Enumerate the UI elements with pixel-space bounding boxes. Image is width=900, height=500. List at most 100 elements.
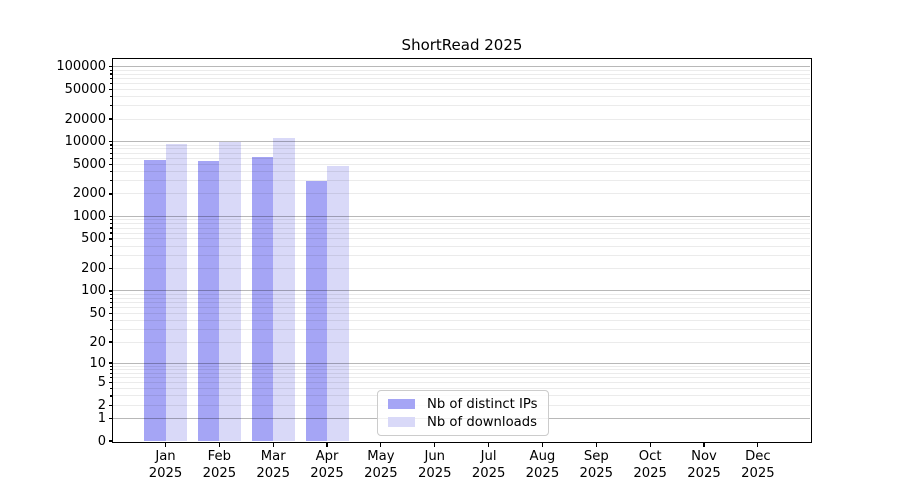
y-tick (108, 118, 113, 120)
gridline-minor (113, 312, 810, 314)
bar-feb-downloads (219, 141, 241, 441)
y-tick-minor (110, 73, 113, 75)
x-tick-label-year: 2025 (417, 465, 452, 481)
gridline-minor (113, 88, 810, 90)
bar-mar-distinct-ips (251, 156, 274, 441)
x-tick-label-year: 2025 (310, 465, 344, 481)
gridline-minor (113, 148, 810, 150)
x-tick-label: Nov 2025 (672, 449, 736, 482)
y-tick (108, 290, 113, 292)
gridline-minor (113, 180, 810, 182)
y-tick-minor (110, 69, 113, 71)
gridline-minor (113, 69, 810, 71)
legend-item: Nb of distinct IPs (388, 397, 538, 412)
y-tick-minor (110, 365, 113, 367)
bar-mar-downloads (273, 137, 295, 441)
gridline-minor (113, 319, 810, 321)
x-tick (703, 442, 705, 447)
y-tick (108, 382, 113, 384)
y-tick-minor (110, 254, 113, 257)
gridline-minor (113, 238, 810, 240)
x-tick-label-month: Jun (424, 449, 446, 464)
x-tick-label-month: Apr (315, 449, 339, 464)
gridline-minor (113, 105, 810, 107)
x-tick-label-year: 2025 (364, 465, 398, 481)
y-tick (108, 312, 113, 314)
y-tick (108, 141, 113, 143)
y-tick-label: 2 (97, 397, 106, 413)
gridline-minor (113, 254, 810, 256)
y-tick-label: 20000 (64, 111, 106, 127)
y-tick-minor (110, 388, 113, 390)
gridline-minor (113, 388, 810, 390)
x-tick-label-year: 2025 (525, 465, 560, 481)
y-tick-minor (110, 82, 113, 84)
x-tick-label-month: Feb (207, 449, 232, 464)
y-tick-label: 10 (89, 355, 106, 371)
y-tick-minor (110, 219, 113, 221)
gridline-major (113, 215, 810, 217)
y-tick-minor (110, 152, 113, 154)
y-tick-minor (110, 95, 113, 98)
x-tick (757, 442, 759, 447)
gridline-minor (113, 293, 810, 295)
gridline-minor (113, 382, 810, 384)
y-tick-label: 100 (81, 283, 106, 299)
gridline-minor (113, 82, 810, 84)
gridline-minor (113, 152, 810, 154)
y-tick (108, 163, 113, 165)
y-tick-label: 10000 (64, 134, 106, 150)
x-tick-label: Dec 2025 (726, 449, 790, 482)
x-tick-label-month: Sep (583, 449, 609, 464)
x-tick (595, 442, 597, 447)
y-tick-minor (110, 105, 113, 107)
x-tick-label-month: Oct (638, 449, 662, 464)
x-tick (380, 442, 382, 447)
gridline-minor (113, 223, 810, 225)
legend: Nb of distinct IPs Nb of downloads (377, 390, 549, 436)
y-tick-label: 50000 (64, 81, 106, 97)
x-tick-label: Feb 2025 (187, 449, 251, 482)
gridline-minor (113, 232, 810, 234)
y-tick-label: 1 (97, 410, 106, 426)
gridline-minor (113, 328, 810, 330)
gridline-major (113, 66, 810, 68)
y-tick-minor (110, 301, 113, 304)
y-tick (108, 362, 113, 364)
gridline-minor (113, 163, 810, 165)
x-tick-label: Jul 2025 (457, 449, 521, 482)
y-tick-minor (110, 223, 113, 225)
y-tick (108, 404, 113, 406)
y-tick (108, 88, 113, 90)
x-tick-label-month: Jul (480, 449, 497, 464)
x-tick-label-month: Mar (260, 449, 286, 464)
y-tick-minor (110, 232, 113, 234)
gridline-minor (113, 170, 810, 172)
x-tick-label: Sep 2025 (564, 449, 628, 482)
x-tick-label-month: May (367, 449, 395, 464)
x-tick-label: Oct 2025 (618, 449, 682, 482)
x-tick-label-year: 2025 (633, 465, 667, 481)
gridline-minor (113, 372, 810, 374)
y-tick-minor (110, 372, 113, 374)
y-tick (108, 193, 113, 195)
legend-label: Nb of distinct IPs (427, 396, 538, 412)
x-tick-label: Jun 2025 (403, 449, 467, 482)
gridline-major (113, 141, 810, 143)
y-tick-minor (110, 395, 113, 397)
x-tick-label-year: 2025 (579, 465, 614, 481)
x-tick (164, 442, 167, 447)
y-tick-minor (110, 293, 113, 295)
x-tick (541, 442, 544, 447)
y-tick-minor (110, 144, 113, 146)
gridline-minor (113, 157, 810, 159)
x-tick-label-month: Nov (691, 449, 717, 464)
chart-title: ShortRead 2025 (401, 36, 523, 54)
x-tick-label-year: 2025 (202, 465, 237, 481)
y-tick-minor (110, 180, 113, 182)
bar-apr-downloads (327, 166, 349, 441)
x-tick-label: May 2025 (349, 449, 413, 482)
legend-item: Nb of downloads (388, 415, 538, 430)
x-tick-label-year: 2025 (471, 465, 506, 481)
y-tick (108, 417, 113, 420)
